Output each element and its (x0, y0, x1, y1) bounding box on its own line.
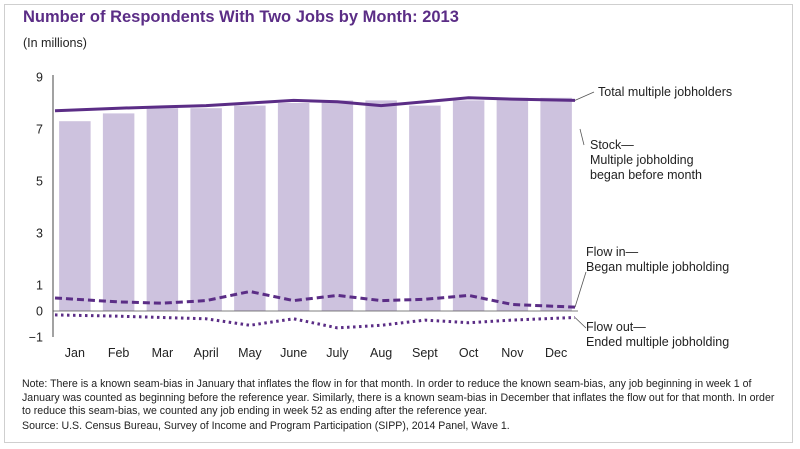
bar-stock (59, 121, 91, 311)
chart-unit-label: (In millions) (23, 36, 87, 50)
annotation-label: Ended multiple jobholding (586, 335, 729, 349)
y-tick-label: −1 (29, 331, 43, 345)
line-dashed (54, 290, 576, 309)
y-tick-label: 5 (36, 175, 43, 189)
x-tick-label: Mar (152, 346, 174, 360)
annotation-label: Flow out— (586, 320, 646, 334)
x-tick-label: May (238, 346, 262, 360)
annotation-label: Total multiple jobholders (598, 85, 732, 99)
bar-stock (277, 103, 310, 311)
y-tick-label: 1 (36, 279, 43, 293)
x-tick-label: Jan (65, 346, 85, 360)
chart-title: Number of Respondents With Two Jobs by M… (23, 8, 459, 26)
x-tick-label: Oct (459, 346, 479, 360)
y-tick-label: 9 (36, 71, 43, 85)
annotation-leader (574, 317, 587, 329)
annotation-leader (574, 271, 587, 308)
bar-stock (234, 105, 266, 311)
x-tick-label: Aug (370, 346, 392, 360)
x-tick-label: Feb (108, 346, 130, 360)
bar-stock (452, 100, 485, 312)
chart-notes: Note: There is a known seam-bias in Janu… (22, 378, 778, 433)
x-tick-label: June (280, 346, 307, 360)
bar-stock (496, 97, 529, 311)
annotation-label: Began multiple jobholding (586, 260, 729, 274)
chart-frame (4, 4, 793, 443)
line-solid (54, 96, 576, 113)
x-tick-label: Nov (501, 346, 524, 360)
line-dotted (54, 313, 576, 330)
annotation-label: Stock— (590, 138, 634, 152)
x-tick-label: July (326, 346, 349, 360)
note-text: Note: There is a known seam-bias in Janu… (22, 378, 775, 418)
annotation-leader (579, 128, 585, 146)
bar-stock (102, 113, 135, 312)
bar-stock (365, 100, 397, 312)
bar-stock (321, 100, 354, 312)
bar-stock (409, 105, 441, 311)
x-tick-label: Sept (412, 346, 438, 360)
y-tick-label: 3 (36, 227, 43, 241)
source-text: Source: U.S. Census Bureau, Survey of In… (22, 419, 510, 432)
annotation-label: Flow in— (586, 245, 639, 259)
x-tick-label: Dec (545, 346, 567, 360)
annotation-label: began before month (590, 168, 702, 182)
bar-stock (146, 108, 179, 311)
bar-stock (540, 97, 572, 311)
y-tick-label: 7 (36, 123, 43, 137)
annotation-leader (574, 91, 595, 101)
x-tick-label: April (194, 346, 219, 360)
annotation-label: Multiple jobholding (590, 153, 694, 167)
y-tick-label: 0 (36, 305, 43, 319)
bar-stock (190, 108, 222, 311)
